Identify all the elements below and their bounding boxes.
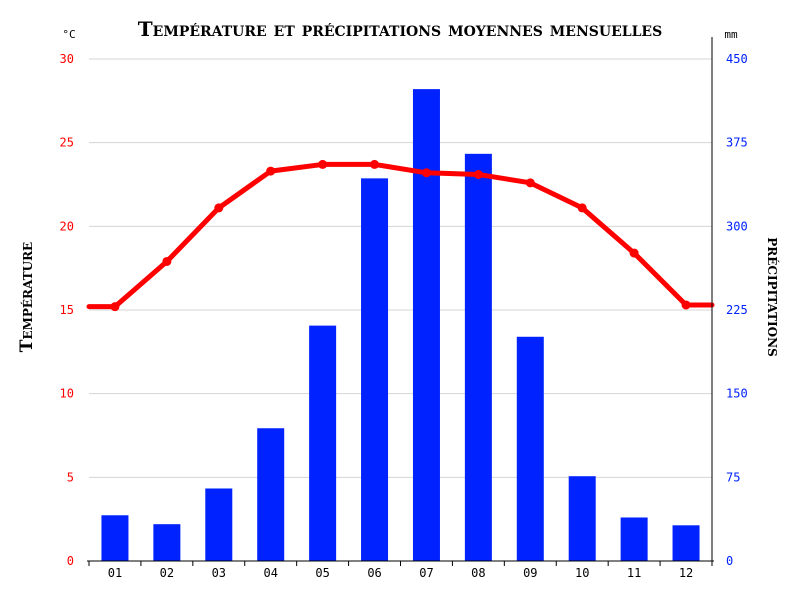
left-tick-label: 15 bbox=[60, 303, 74, 317]
temperature-point bbox=[214, 203, 224, 213]
x-tick-label: 03 bbox=[212, 566, 226, 580]
right-tick-label: 0 bbox=[726, 554, 733, 568]
temperature-point bbox=[266, 166, 276, 176]
left-tick-label: 10 bbox=[60, 387, 74, 401]
precipitation-bar bbox=[257, 428, 285, 561]
temperature-point bbox=[473, 169, 483, 179]
x-tick-label: 02 bbox=[160, 566, 174, 580]
temperature-point bbox=[629, 248, 639, 258]
temperature-point bbox=[110, 302, 120, 312]
temperature-line-path bbox=[86, 161, 715, 310]
x-tick-label: 06 bbox=[367, 566, 381, 580]
precipitation-bar bbox=[568, 476, 596, 561]
left-axis-unit: °C bbox=[62, 28, 75, 41]
temperature-point bbox=[577, 203, 587, 213]
x-tick-label: 12 bbox=[679, 566, 693, 580]
right-tick-label: 150 bbox=[726, 387, 748, 401]
x-tick-label: 04 bbox=[263, 566, 277, 580]
precipitation-bar bbox=[205, 488, 233, 561]
right-tick-label: 75 bbox=[726, 470, 740, 484]
temperature-point bbox=[421, 168, 431, 178]
x-tick-label: 08 bbox=[471, 566, 485, 580]
precipitation-bar bbox=[153, 524, 181, 561]
right-tick-label: 450 bbox=[726, 52, 748, 66]
x-tick-label: 11 bbox=[627, 566, 641, 580]
x-tick-label: 05 bbox=[315, 566, 329, 580]
precipitation-bar bbox=[101, 515, 129, 561]
precipitation-bar bbox=[672, 525, 700, 561]
temperature-point bbox=[370, 159, 380, 169]
precipitation-bar bbox=[412, 89, 440, 562]
left-axis-title: Température bbox=[17, 242, 37, 352]
x-tick-label: 09 bbox=[523, 566, 537, 580]
temperature-point bbox=[525, 178, 535, 188]
precipitation-bars bbox=[101, 89, 700, 562]
right-tick-label: 300 bbox=[726, 219, 748, 233]
precipitation-bar bbox=[516, 336, 544, 561]
left-tick-label: 20 bbox=[60, 219, 74, 233]
precipitation-bar bbox=[309, 325, 337, 561]
precipitation-bar bbox=[620, 517, 648, 561]
temperature-point bbox=[162, 256, 172, 266]
x-tick-label: 07 bbox=[419, 566, 433, 580]
chart-title: Température et précipitations moyennes m… bbox=[138, 17, 662, 41]
left-tick-label: 0 bbox=[67, 554, 74, 568]
left-tick-label: 25 bbox=[60, 136, 74, 150]
right-axis-unit: mm bbox=[724, 28, 738, 41]
temperature-point bbox=[318, 159, 328, 169]
right-tick-label: 225 bbox=[726, 303, 748, 317]
precipitation-bar bbox=[361, 178, 389, 561]
left-tick-label: 30 bbox=[60, 52, 74, 66]
x-tick-label: 01 bbox=[108, 566, 122, 580]
right-tick-label: 375 bbox=[726, 136, 748, 150]
temperature-point bbox=[681, 300, 691, 310]
precipitation-bar bbox=[464, 153, 492, 562]
left-tick-label: 5 bbox=[67, 470, 74, 484]
x-tick-label: 10 bbox=[575, 566, 589, 580]
temperature-line bbox=[86, 159, 715, 312]
axes bbox=[87, 37, 714, 566]
gridlines bbox=[89, 58, 712, 478]
right-axis-title: précipitations bbox=[763, 237, 783, 357]
